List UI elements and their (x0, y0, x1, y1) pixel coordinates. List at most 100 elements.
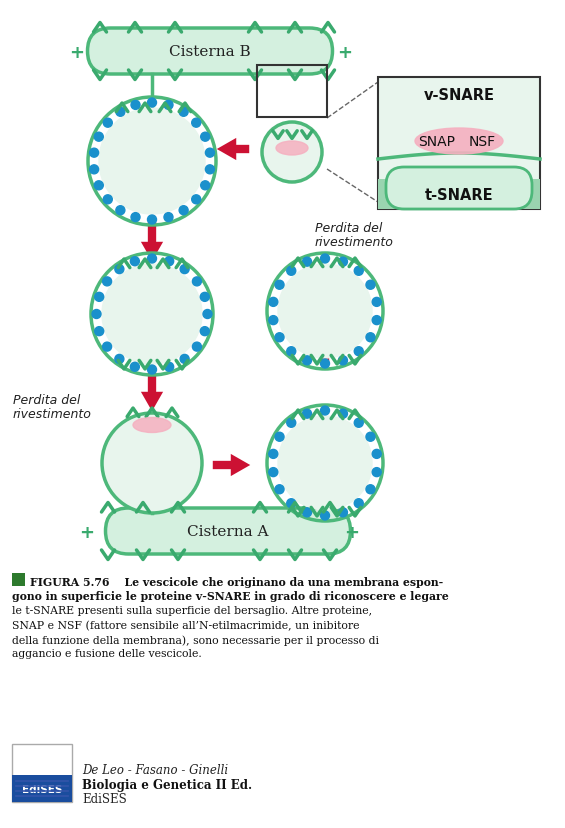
Circle shape (200, 293, 209, 302)
Circle shape (302, 410, 311, 419)
Circle shape (131, 258, 140, 267)
Ellipse shape (415, 129, 503, 155)
Circle shape (366, 281, 375, 290)
Circle shape (275, 281, 284, 290)
Circle shape (147, 99, 157, 108)
Circle shape (338, 258, 347, 267)
Text: FIGURA 5.76    Le vescicole che originano da una membrana espon-: FIGURA 5.76 Le vescicole che originano d… (30, 576, 444, 587)
Circle shape (338, 410, 347, 419)
Circle shape (179, 108, 188, 117)
Text: Biologia e Genetica II Ed.: Biologia e Genetica II Ed. (82, 778, 252, 792)
Text: rivestimento: rivestimento (13, 407, 92, 420)
Text: della funzione della membrana), sono necessarie per il processo di: della funzione della membrana), sono nec… (12, 634, 379, 645)
Circle shape (92, 310, 101, 319)
Text: De Leo - Fasano - Ginelli: De Leo - Fasano - Ginelli (82, 763, 228, 777)
Circle shape (103, 277, 112, 286)
Circle shape (275, 334, 284, 342)
Circle shape (164, 363, 173, 372)
Circle shape (366, 433, 375, 441)
Text: NSF: NSF (468, 135, 496, 149)
Circle shape (192, 119, 201, 128)
Circle shape (147, 365, 157, 374)
Circle shape (116, 206, 125, 215)
Circle shape (354, 267, 363, 276)
Circle shape (115, 265, 124, 274)
Circle shape (320, 512, 329, 520)
Circle shape (366, 334, 375, 342)
Circle shape (103, 195, 112, 205)
Text: rivestimento: rivestimento (315, 235, 394, 248)
Circle shape (278, 265, 372, 359)
Bar (378, 180, 540, 209)
Circle shape (164, 214, 173, 223)
FancyBboxPatch shape (88, 29, 332, 75)
Circle shape (269, 468, 278, 477)
Circle shape (116, 108, 125, 117)
Circle shape (302, 508, 311, 518)
Text: SNAP e NSF (fattore sensibile all’N-etilmacrimide, un inibitore: SNAP e NSF (fattore sensibile all’N-etil… (12, 619, 359, 630)
Circle shape (287, 347, 295, 356)
Circle shape (201, 181, 210, 190)
Circle shape (164, 258, 173, 267)
Circle shape (179, 206, 188, 215)
Text: EdiSES: EdiSES (22, 784, 62, 794)
Circle shape (372, 450, 381, 459)
Circle shape (193, 277, 201, 286)
Circle shape (90, 166, 99, 175)
Text: Perdita del: Perdita del (13, 393, 80, 406)
Circle shape (269, 298, 278, 307)
Circle shape (206, 166, 214, 175)
Circle shape (131, 214, 140, 223)
Circle shape (287, 499, 295, 508)
Circle shape (94, 133, 103, 142)
Circle shape (354, 347, 363, 356)
Text: Cisterna A: Cisterna A (187, 524, 269, 538)
Ellipse shape (133, 418, 171, 433)
Circle shape (262, 123, 322, 183)
Bar (12, 573, 25, 586)
Bar (12, 775, 72, 802)
Circle shape (372, 298, 381, 307)
Circle shape (164, 101, 173, 110)
Circle shape (95, 327, 104, 336)
Circle shape (192, 195, 201, 205)
Circle shape (180, 265, 189, 274)
Circle shape (302, 356, 311, 365)
Circle shape (372, 316, 381, 325)
Bar (12, 744, 72, 802)
FancyBboxPatch shape (386, 168, 532, 209)
Circle shape (278, 416, 372, 510)
Circle shape (131, 101, 140, 110)
Circle shape (180, 355, 189, 364)
Circle shape (302, 258, 311, 267)
Circle shape (99, 108, 205, 214)
FancyBboxPatch shape (106, 508, 350, 554)
Ellipse shape (276, 142, 308, 156)
Circle shape (203, 310, 212, 319)
Text: +: + (337, 44, 353, 62)
Circle shape (275, 433, 284, 441)
Circle shape (193, 343, 201, 352)
Circle shape (103, 343, 112, 352)
Circle shape (320, 255, 329, 263)
Bar (257, 66, 327, 118)
Circle shape (147, 216, 157, 224)
Circle shape (95, 293, 104, 302)
Circle shape (147, 255, 157, 263)
Circle shape (269, 450, 278, 459)
Circle shape (201, 133, 210, 142)
Text: Cisterna B: Cisterna B (169, 45, 251, 59)
Text: Perdita del: Perdita del (315, 221, 383, 234)
Circle shape (366, 485, 375, 494)
Circle shape (102, 413, 202, 513)
Circle shape (115, 355, 124, 364)
Circle shape (90, 149, 99, 158)
Circle shape (320, 359, 329, 368)
Text: v-SNARE: v-SNARE (424, 89, 494, 104)
FancyBboxPatch shape (378, 78, 540, 209)
Text: +: + (345, 523, 359, 542)
Text: gono in superficie le proteine v-SNARE in grado di riconoscere e legare: gono in superficie le proteine v-SNARE i… (12, 591, 449, 602)
Text: le t-SNARE presenti sulla superficie del bersaglio. Altre proteine,: le t-SNARE presenti sulla superficie del… (12, 605, 372, 615)
Circle shape (102, 265, 202, 364)
Text: t-SNARE: t-SNARE (425, 187, 493, 202)
